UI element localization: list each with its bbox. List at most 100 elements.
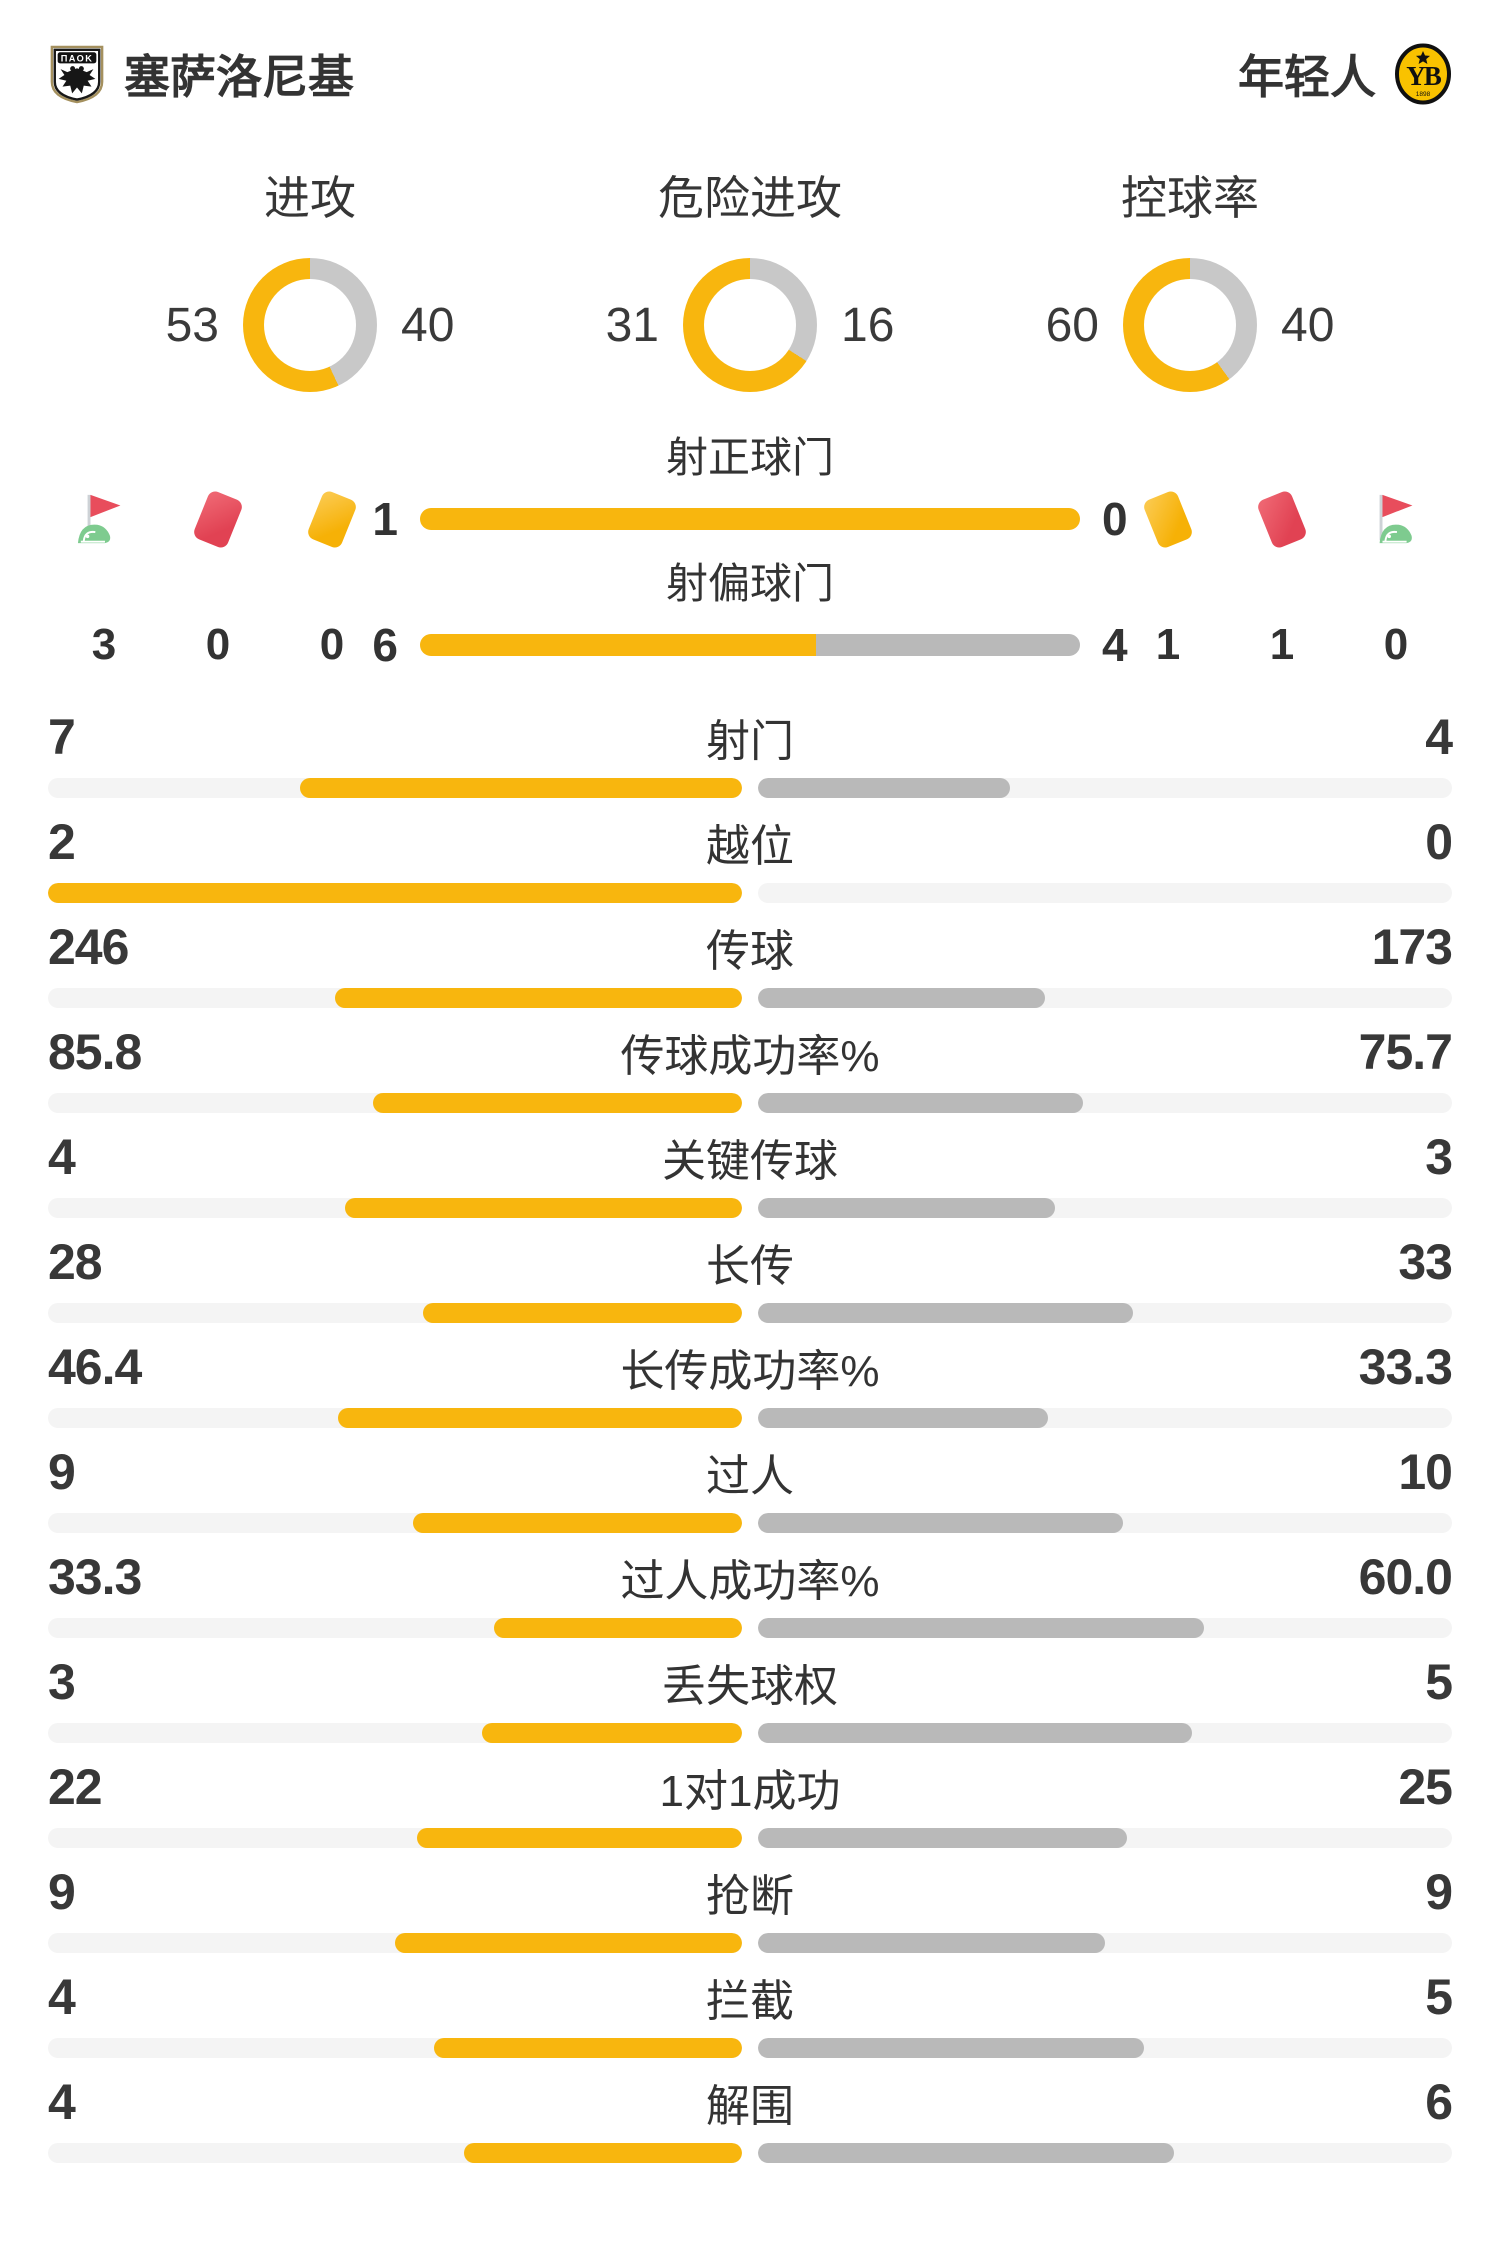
stat-away-value: 0 bbox=[1425, 814, 1453, 870]
shots-off-target-row: 3 0 0 6 4 1 1 0 bbox=[75, 615, 1425, 675]
stat-bar-away-fill bbox=[758, 1618, 1205, 1638]
home-corners-count: 3 bbox=[91, 620, 117, 669]
gauge-attacks: 进攻 53 40 bbox=[145, 172, 475, 392]
stat-row: 246 传球 173 bbox=[48, 918, 1453, 1008]
stat-home-value: 246 bbox=[48, 919, 129, 975]
shots-off-target-bar bbox=[420, 634, 1080, 656]
stat-row: 9 过人 10 bbox=[48, 1443, 1453, 1533]
stat-home-value: 28 bbox=[48, 1234, 103, 1290]
stat-label: 关键传球 bbox=[662, 1137, 838, 1186]
stat-bar-home-fill bbox=[417, 1828, 742, 1848]
stat-bar-home-fill bbox=[373, 1093, 742, 1113]
stat-away-value: 33 bbox=[1398, 1234, 1453, 1290]
stat-home-value: 4 bbox=[48, 1129, 76, 1185]
stat-bar-track bbox=[48, 1828, 1452, 1848]
svg-text:ΠΑΟΚ: ΠΑΟΚ bbox=[61, 53, 94, 63]
shot-away-value: 4 bbox=[1102, 619, 1128, 671]
young-boys-badge-icon: YB 1898 bbox=[1395, 43, 1451, 105]
stat-away-value: 3 bbox=[1425, 1129, 1453, 1185]
stat-away-value: 9 bbox=[1425, 1864, 1453, 1920]
stat-bar-away-fill bbox=[758, 988, 1045, 1008]
stat-bar-away-fill bbox=[758, 1723, 1192, 1743]
shots-on-target-row: 1 0 bbox=[75, 488, 1425, 550]
corner-flag-icon bbox=[1367, 490, 1425, 548]
bar-away-fill bbox=[816, 634, 1080, 656]
stat-home-value: 22 bbox=[48, 1759, 103, 1815]
corner-flag-icon bbox=[75, 490, 133, 548]
stat-bar-away-fill bbox=[758, 1513, 1124, 1533]
stat-away-value: 33.3 bbox=[1358, 1339, 1453, 1395]
stat-row: 85.8 传球成功率% 75.7 bbox=[48, 1023, 1453, 1113]
away-team-header: 年轻人 YB 1898 bbox=[1238, 41, 1452, 107]
stat-bar-track bbox=[48, 1513, 1452, 1533]
donut-chart bbox=[683, 258, 817, 392]
stat-row: 9 抢断 9 bbox=[48, 1863, 1453, 1953]
shots-off-target-label: 射偏球门 bbox=[665, 560, 834, 607]
stat-bar-home-fill bbox=[423, 1303, 742, 1323]
home-yellow-cards-count: 0 bbox=[319, 620, 345, 669]
stat-away-value: 25 bbox=[1398, 1759, 1453, 1815]
stat-home-value: 7 bbox=[48, 709, 76, 765]
stat-bar-track bbox=[48, 2038, 1452, 2058]
stat-bar-home-fill bbox=[395, 1933, 742, 1953]
gauge-home-value: 53 bbox=[165, 298, 219, 352]
icon-cluster-away bbox=[1139, 488, 1425, 550]
gauge-away-value: 16 bbox=[841, 298, 895, 352]
shot-away-value: 0 bbox=[1102, 493, 1128, 545]
gauge-title: 进攻 bbox=[264, 172, 356, 224]
stat-bar-track bbox=[48, 1618, 1452, 1638]
stat-row: 4 解围 6 bbox=[48, 2073, 1453, 2163]
stat-bar-home-fill bbox=[494, 1618, 742, 1638]
stat-label: 传球成功率% bbox=[620, 1032, 880, 1081]
stat-row: 33.3 过人成功率% 60.0 bbox=[48, 1548, 1453, 1638]
stat-label: 解围 bbox=[706, 2082, 794, 2131]
stat-away-value: 5 bbox=[1425, 1969, 1453, 2025]
paok-badge-icon: ΠΑΟΚ bbox=[50, 45, 104, 104]
gauge-home-value: 60 bbox=[1045, 298, 1099, 352]
gauge-away-value: 40 bbox=[401, 298, 455, 352]
stat-away-value: 75.7 bbox=[1358, 1024, 1453, 1080]
stat-label: 越位 bbox=[706, 822, 794, 871]
icon-cluster-home bbox=[75, 488, 361, 550]
gauge-title: 危险进攻 bbox=[658, 172, 842, 224]
stat-row: 4 拦截 5 bbox=[48, 1968, 1453, 2058]
stat-bar-home-fill bbox=[413, 1513, 742, 1533]
stat-home-value: 4 bbox=[48, 1969, 76, 2025]
stat-home-value: 46.4 bbox=[48, 1339, 142, 1395]
stat-bar-track bbox=[48, 1198, 1452, 1218]
red-card-icon bbox=[189, 488, 247, 550]
donut-chart bbox=[243, 258, 377, 392]
discipline-counts-home: 3 0 0 bbox=[75, 620, 361, 670]
stat-bar-track bbox=[48, 778, 1452, 798]
away-team-name: 年轻人 bbox=[1238, 51, 1376, 103]
stat-bar-home-fill bbox=[481, 1723, 742, 1743]
stat-home-value: 33.3 bbox=[48, 1549, 142, 1605]
shot-home-value: 6 bbox=[372, 619, 398, 671]
stat-away-value: 6 bbox=[1425, 2074, 1453, 2130]
stat-label: 长传成功率% bbox=[620, 1347, 880, 1396]
stat-bar-away-fill bbox=[758, 1933, 1105, 1953]
stat-home-value: 2 bbox=[48, 814, 76, 870]
shots-on-target-bar bbox=[420, 508, 1080, 530]
stat-bar-track bbox=[48, 1723, 1452, 1743]
stat-label: 过人成功率% bbox=[620, 1557, 880, 1606]
shot-home-value: 1 bbox=[372, 493, 398, 545]
svg-text:YB: YB bbox=[1406, 61, 1441, 91]
stat-home-value: 9 bbox=[48, 1864, 76, 1920]
stat-label: 长传 bbox=[706, 1242, 794, 1291]
stat-away-value: 173 bbox=[1371, 919, 1453, 975]
shots-on-target-label: 射正球门 bbox=[665, 434, 834, 481]
svg-text:1898: 1898 bbox=[1416, 91, 1431, 98]
stat-bar-away-fill bbox=[758, 1303, 1134, 1323]
yellow-card-icon bbox=[1139, 488, 1197, 550]
gauge-possession: 控球率 60 40 bbox=[1025, 172, 1355, 392]
stat-away-value: 10 bbox=[1398, 1444, 1453, 1500]
stat-bar-away-fill bbox=[758, 1198, 1056, 1218]
stat-bar-home-fill bbox=[300, 778, 742, 798]
stat-row: 7 射门 4 bbox=[48, 708, 1453, 798]
home-red-cards-count: 0 bbox=[205, 620, 231, 669]
bar-home-fill bbox=[420, 634, 816, 656]
away-red-cards-count: 1 bbox=[1269, 620, 1295, 669]
stat-bar-track bbox=[48, 2143, 1452, 2163]
stat-bar-away-fill bbox=[758, 1828, 1128, 1848]
